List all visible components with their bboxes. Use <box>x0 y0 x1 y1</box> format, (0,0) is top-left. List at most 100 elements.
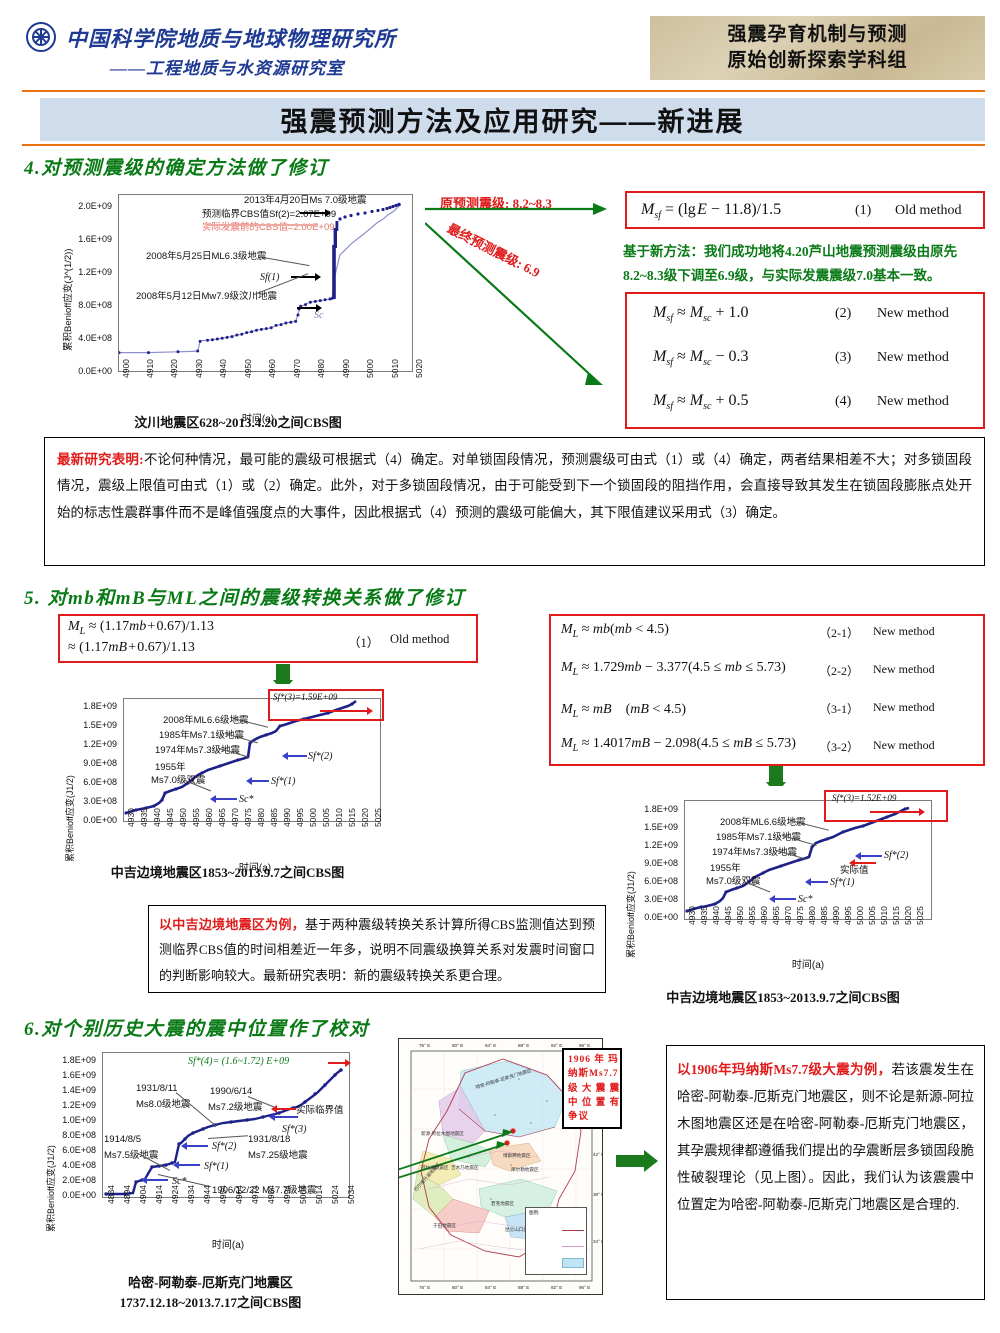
chart4-ytick-8: 1.6E+09 <box>62 1070 96 1080</box>
map-lon-tick-0: 76° E <box>419 1043 431 1048</box>
map-lon-tick-2: 84° E <box>485 1043 497 1048</box>
map-lon-tick-1: 80° E <box>452 1043 464 1048</box>
map-zone-label-2: 阿拉湖地震区 <box>421 1165 449 1170</box>
chart2-ytick-5: 1.5E+09 <box>83 720 117 730</box>
chart3-xtick-1: 4935 <box>699 906 709 925</box>
chart4-arrow-sf3 <box>269 1113 298 1120</box>
map-legend-swatch-fault <box>562 1246 584 1247</box>
chart3-xtick-10: 4980 <box>807 906 817 925</box>
chart4-anno-sc: Sc* <box>172 1176 187 1187</box>
chart4-xtick-6: 4944 <box>202 1185 212 1204</box>
chart1-xtick-1: 4910 <box>145 359 155 378</box>
chart3-ytick-2: 6.0E+08 <box>644 876 678 886</box>
chart2-critical-redbox <box>268 689 384 721</box>
eq-s5-old-number: （1） <box>348 636 380 650</box>
chart3-ytick-5: 1.5E+09 <box>644 822 678 832</box>
chart4-xtick-9: 4974 <box>250 1185 260 1204</box>
chart3-xlabel: 时间(a) <box>791 960 825 971</box>
chart4-xtick-7: 4954 <box>218 1185 228 1204</box>
eq-box-new-methods-s5: ML ≈ mb(mb < 4.5) （2-1） New method ML ≈ … <box>549 614 985 766</box>
chart4-xtick-5: 4934 <box>186 1185 196 1204</box>
chart2-xtick-14: 5000 <box>308 808 318 827</box>
chart4-arrow-sc <box>141 1176 168 1183</box>
chart1-xtick-8: 4980 <box>316 359 326 378</box>
chart3-anno-1974: 1974年Ms7.3级地震 <box>712 847 798 858</box>
chart4-critical-arrow <box>328 1059 351 1066</box>
chart1-anno-quake-20080512: 2008年5月12日Mw7.9级汶川地震 <box>136 291 277 302</box>
map-zone-label-4: 博斯腾地震区 <box>503 1153 531 1158</box>
chart2-xtick-17: 5015 <box>347 808 357 827</box>
chart4-xtick-12: 5004 <box>298 1185 308 1204</box>
chart4-anno-actual-crit: 实际临界值 <box>296 1105 344 1116</box>
eq-s5-32-method: New method <box>873 738 935 752</box>
eq-s5-old-line1: ML ≈ (1.17mb + 0.67)/1.13 <box>68 619 215 637</box>
chart3-xtick-3: 4945 <box>723 906 733 925</box>
seismic-zone-map[interactable]: 76° E 80° E 84° E 88° E 92° E 96° E 76° … <box>398 1038 603 1295</box>
chart3-xtick-9: 4975 <box>795 906 805 925</box>
eq-s5-22-number: （2-2） <box>819 664 859 678</box>
new-method-note-line2: 8.2~8.3级下调至6.9级，与实际发震震级7.0基本一致。 <box>623 268 941 283</box>
chart1-xlabel: 时间(a) <box>241 414 275 425</box>
chart4-ytick-0: 0.0E+00 <box>62 1190 96 1200</box>
chart3-xtick-13: 4995 <box>843 906 853 925</box>
new-method-note-line1: 基于新方法：我们成功地将4.20芦山地震预测震级由原先 <box>623 244 958 259</box>
chart1-xtick-9: 4990 <box>341 359 351 378</box>
eq-s5-31-method: New method <box>873 700 935 714</box>
chart2-xlabel: 时间(a) <box>238 863 272 874</box>
chart2-xtick-19: 5025 <box>373 808 383 827</box>
chart2-critical-label: Sf*(3)=1.59E+09 <box>273 692 338 702</box>
chart4-anno-1931a-date: 1931/8/11 <box>136 1083 178 1094</box>
chart3-anno-sf1: Sf*(1) <box>830 877 855 888</box>
chart1-ytick-1: 4.0E+08 <box>78 333 112 343</box>
map-lon-tick-b3: 88° E <box>518 1285 530 1290</box>
green-arrow-right <box>616 1150 660 1172</box>
map-lon-tick-4: 92° E <box>551 1043 563 1048</box>
chart2-xtick-6: 4960 <box>204 808 214 827</box>
map-zone-label-8: 于田地震区 <box>433 1223 456 1228</box>
map-lon-tick-b4: 92° E <box>551 1285 563 1290</box>
chart2-anno-sc: Sc* <box>239 794 254 805</box>
eq3-number: (3) <box>835 350 852 365</box>
chart1-xtick-2: 4920 <box>169 359 179 378</box>
eq-s5-old-method: Old method <box>390 632 450 646</box>
chart4-xtick-0: 4884 <box>106 1185 116 1204</box>
section-5-conclusion-lead: 以中吉边境地震区为例， <box>159 917 305 932</box>
chart3-xtick-11: 4985 <box>819 906 829 925</box>
group-line-1: 强震孕育机制与预测 <box>727 24 908 46</box>
chart2-critical-arrow <box>320 707 373 714</box>
map-zone-label-7: 昆仑山口西地震区 <box>505 1227 542 1232</box>
chart3-anno-1955-l2: Ms7.0级双震 <box>706 876 761 887</box>
chart4-xtick-13: 5014 <box>314 1185 324 1204</box>
map-lon-tick-b2: 84° E <box>485 1285 497 1290</box>
chart1-ytick-0: 0.0E+00 <box>78 366 112 376</box>
chart2-xtick-5: 4955 <box>191 808 201 827</box>
eq-s5-21-number: （2-1） <box>819 626 859 640</box>
chart4-ytick-5: 1.0E+09 <box>62 1115 96 1125</box>
eq2-formula: Msf ≈ Msc + 1.0 <box>653 304 749 325</box>
map-legend-title: 图例: <box>529 1210 540 1215</box>
eq1-number: (1) <box>855 203 872 218</box>
chart3-anno-1955-l1: 1955年 <box>710 863 741 874</box>
chart4-ylabel: 累积Benioff应变(J1/2) <box>46 1145 56 1232</box>
chart3-arrow-sf2 <box>855 852 882 859</box>
chart4-arrow-sf1 <box>173 1161 200 1168</box>
chart4-xtick-15: 5034 <box>346 1185 356 1204</box>
chart4-xtick-10: 4984 <box>266 1185 276 1204</box>
chart3-ytick-1: 3.0E+08 <box>644 894 678 904</box>
section-4-conclusion-box: 最新研究表明:不论何种情况，最可能的震级可根据式（4）确定。对单锁固段情况，预测… <box>44 437 985 566</box>
map-zone-label-1: 新源-阿拉木图地震区 <box>421 1131 464 1136</box>
chart3-xtick-19: 5025 <box>915 906 925 925</box>
chart3-ytick-6: 1.8E+09 <box>644 804 678 814</box>
chart2-ytick-3: 9.0E+08 <box>83 758 117 768</box>
map-lon-tick-b0: 76° E <box>419 1285 431 1290</box>
chart4-xtick-1: 4894 <box>122 1185 132 1204</box>
map-note-line-4: 争议 <box>568 1112 590 1122</box>
slide-header: 中国科学院地质与地球物理研究所 ——工程地质与水资源研究室 强震孕育机制与预测 … <box>0 0 1000 88</box>
map-lon-tick-b1: 80° E <box>452 1285 464 1290</box>
map-note-line-0: 1906 年 玛 <box>568 1055 619 1065</box>
group-line-2: 原始创新探索学科组 <box>727 50 908 71</box>
wenchuan-cbs-chart: 累积Benioff应变(J^(1/2)) 0.0E+00 4.0E+08 8.0… <box>58 186 424 425</box>
chart4-caption-line2: 1737.12.18~2013.7.17之间CBS图 <box>119 1295 302 1310</box>
chart1-anno-quake-20080525: 2008年5月25日ML6.3级地震 <box>146 251 267 262</box>
header-divider-bottom <box>22 144 985 146</box>
